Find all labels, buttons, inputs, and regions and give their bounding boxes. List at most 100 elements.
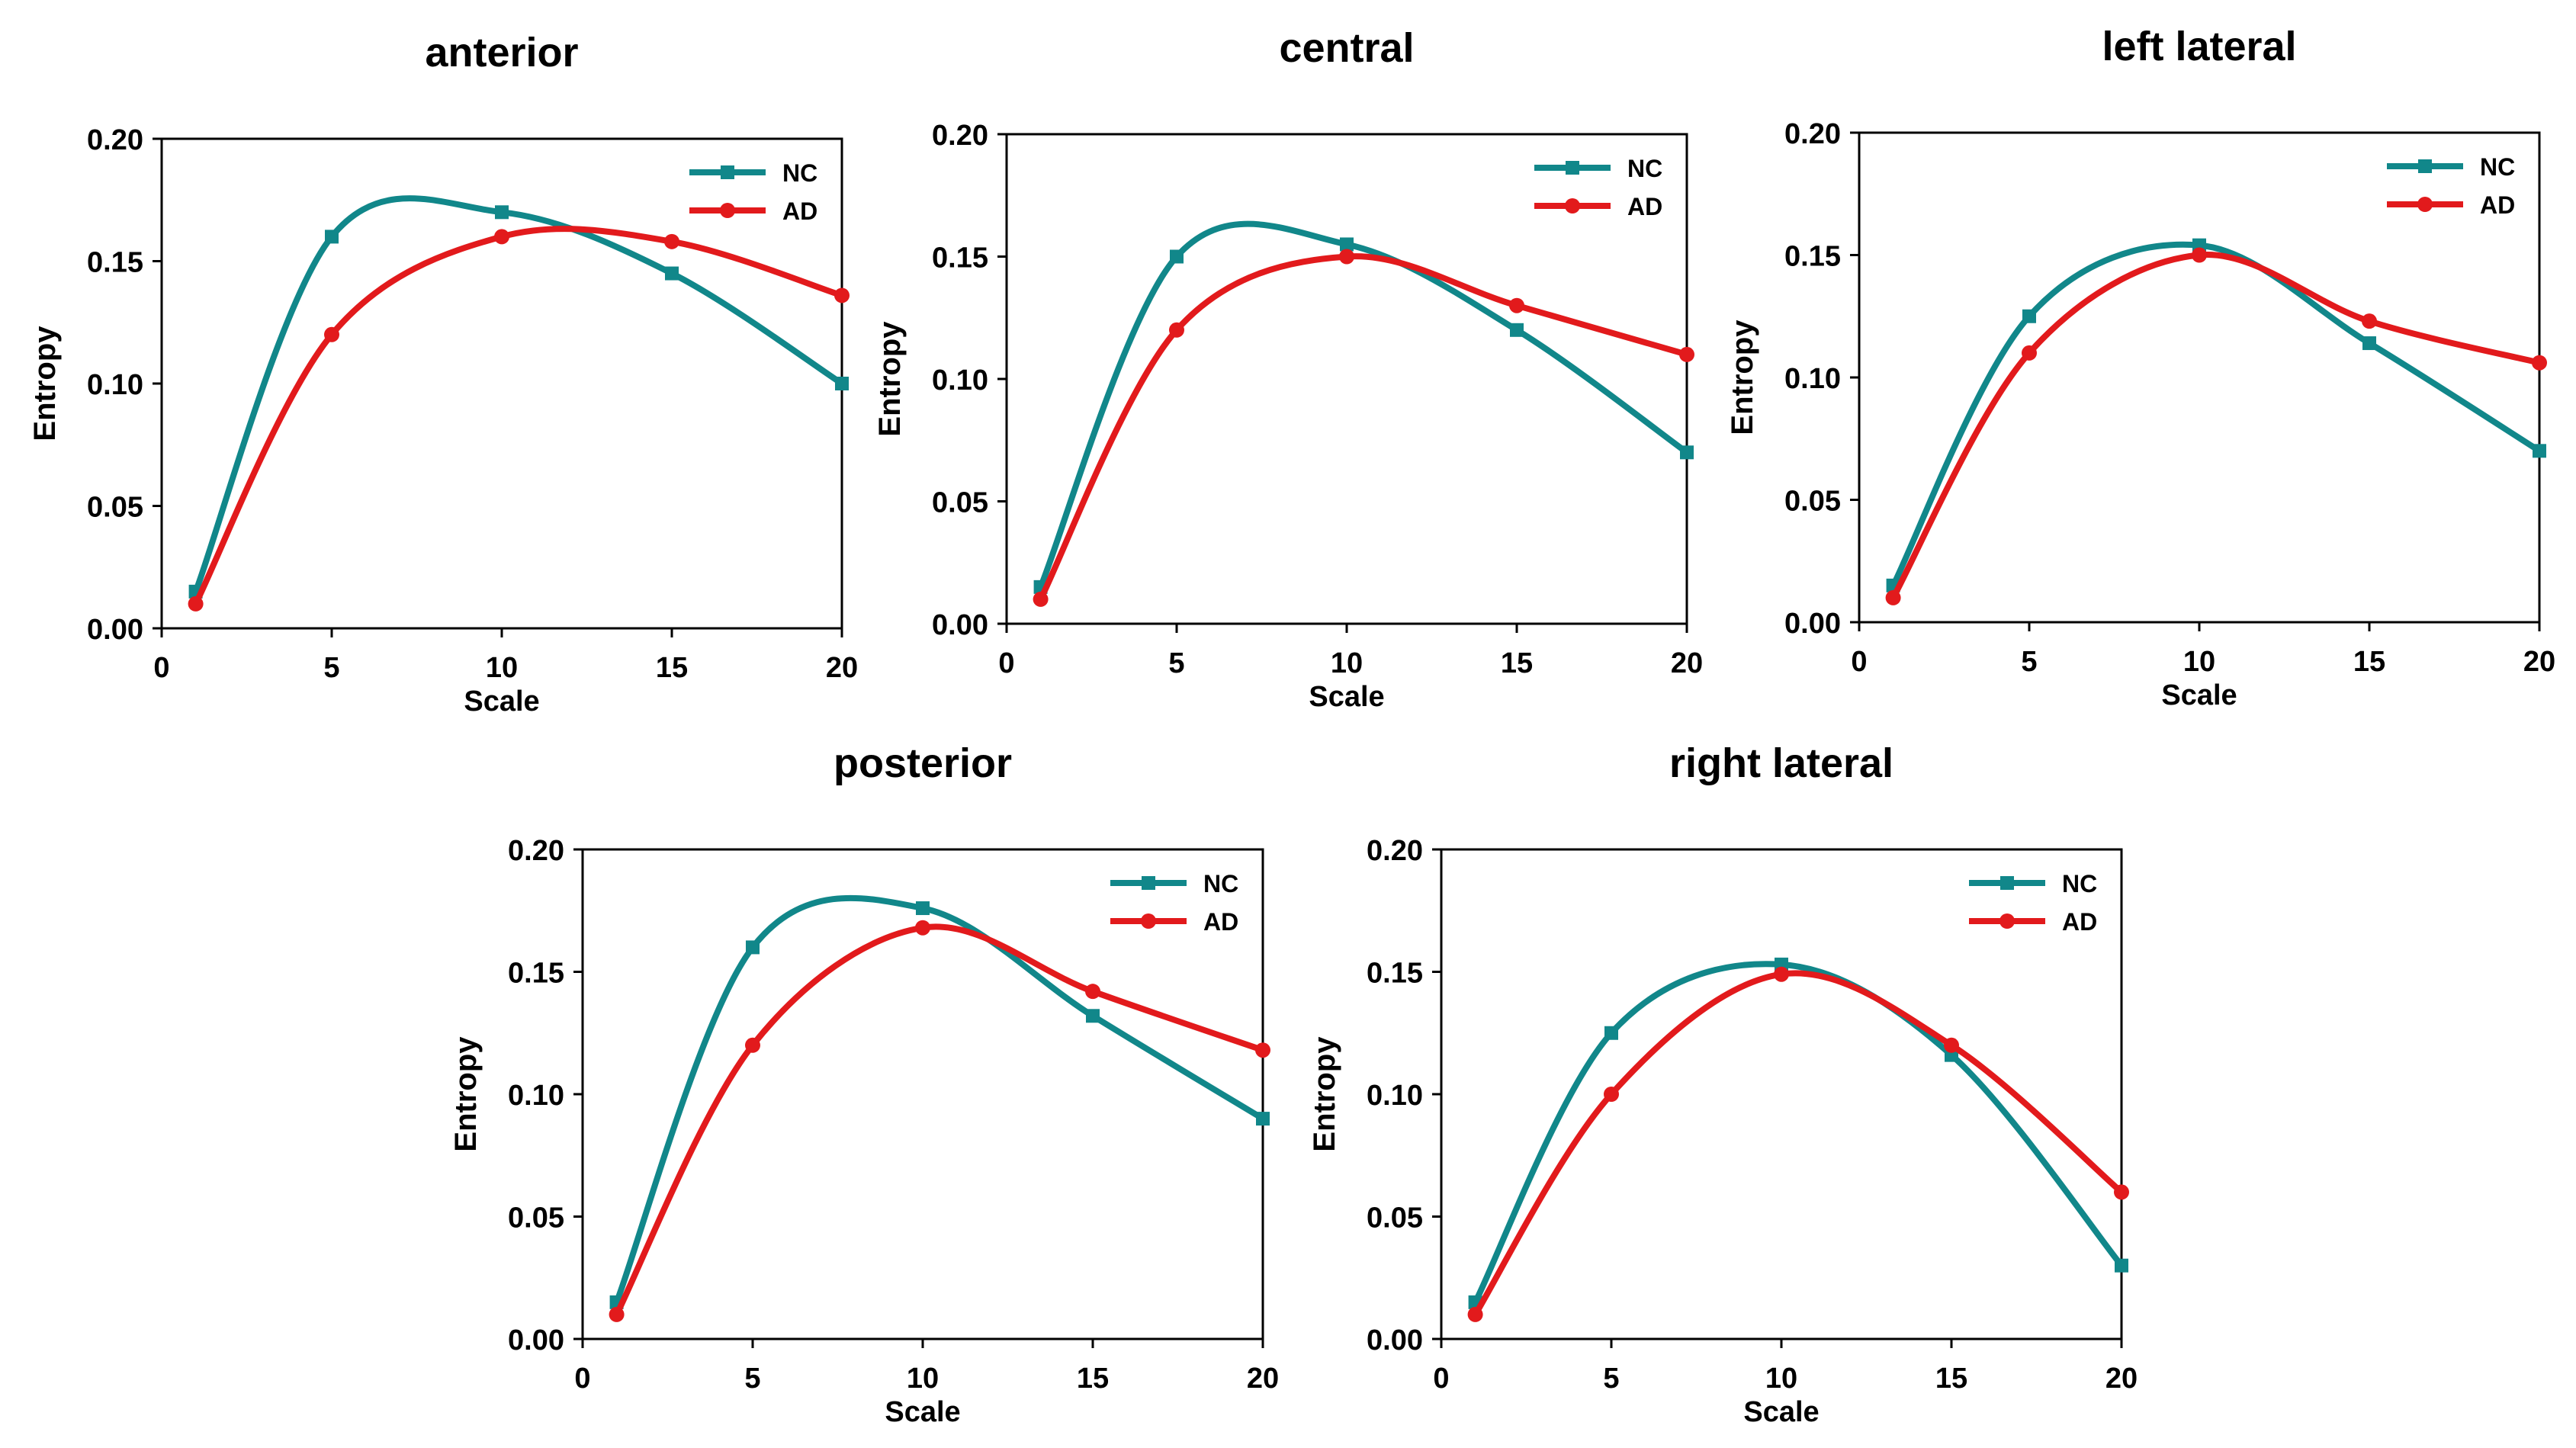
- data-point-AD: [1467, 1306, 1483, 1322]
- y-tick-label: 0.15: [1784, 241, 1841, 273]
- data-point-AD: [324, 326, 339, 342]
- x-tick-label: 5: [744, 1363, 760, 1395]
- series-line-AD: [1890, 252, 2542, 601]
- legend-label-AD: AD: [2062, 908, 2097, 936]
- data-point-AD: [1774, 966, 1789, 982]
- series-line-AD: [1472, 970, 2125, 1318]
- series-line-NC: [613, 894, 1266, 1305]
- data-point-NC: [835, 377, 849, 390]
- data-point-NC: [1604, 1026, 1618, 1040]
- chart-title: anterior: [425, 30, 578, 75]
- x-axis-label: Scale: [885, 1396, 960, 1428]
- data-point-NC: [1680, 445, 1694, 460]
- y-tick-label: 0.15: [87, 247, 143, 279]
- y-tick-label: 0.20: [1784, 118, 1841, 150]
- x-tick-label: 0: [574, 1363, 590, 1395]
- legend-label-NC: NC: [1203, 870, 1238, 897]
- y-axis-label: Entropy: [873, 321, 907, 437]
- x-tick-label: 15: [1501, 647, 1533, 679]
- y-tick-label: 0.10: [1367, 1080, 1423, 1112]
- data-point-AD: [1085, 984, 1100, 1000]
- data-point-AD: [1169, 322, 1184, 338]
- data-point-AD: [2022, 345, 2037, 361]
- data-point-AD: [494, 229, 509, 245]
- chart-panel-central: central 0.00 0.05 0.10 0.15 0.20 0 5 10 15 20 Scale…: [873, 25, 1703, 713]
- x-tick-label: 20: [1247, 1363, 1279, 1395]
- data-point-AD: [609, 1306, 625, 1322]
- y-axis-label: Entropy: [1308, 1036, 1341, 1152]
- y-tick-label: 0.10: [1784, 363, 1841, 395]
- y-tick-label: 0.05: [508, 1202, 564, 1234]
- x-tick-label: 5: [1603, 1363, 1619, 1395]
- data-point-NC: [2022, 309, 2036, 323]
- legend-marker-AD: [720, 203, 735, 218]
- y-tick-label: 0.15: [932, 242, 988, 275]
- x-tick-label: 15: [2353, 646, 2385, 678]
- chart-title: central: [1279, 25, 1414, 71]
- y-tick-label: 0.10: [87, 369, 143, 401]
- y-tick-label: 0.00: [932, 609, 988, 641]
- x-tick-label: 10: [1331, 647, 1363, 679]
- x-tick-label: 20: [2105, 1363, 2138, 1395]
- chart-title: left lateral: [2102, 24, 2296, 69]
- x-tick-label: 0: [153, 652, 169, 684]
- legend-marker-AD: [2417, 197, 2433, 212]
- legend-marker-NC: [1142, 876, 1155, 890]
- legend-label-NC: NC: [2062, 870, 2097, 897]
- y-tick-label: 0.00: [508, 1324, 564, 1356]
- data-point-AD: [1604, 1087, 1619, 1102]
- x-tick-label: 0: [1851, 646, 1867, 678]
- data-point-NC: [916, 901, 930, 916]
- data-point-AD: [834, 287, 850, 303]
- legend-marker-NC: [721, 165, 734, 179]
- legend-marker-NC: [2418, 159, 2432, 173]
- data-point-AD: [1944, 1037, 1959, 1053]
- x-axis-label: Scale: [1309, 681, 1384, 713]
- data-point-AD: [1033, 591, 1049, 607]
- y-tick-label: 0.00: [87, 614, 143, 646]
- y-tick-label: 0.10: [508, 1080, 564, 1112]
- data-point-NC: [1086, 1009, 1100, 1023]
- series-line-AD: [192, 226, 845, 607]
- series-line-NC: [1472, 961, 2125, 1305]
- legend-label-AD: AD: [1627, 193, 1662, 220]
- legend-marker-AD: [1999, 913, 2015, 929]
- x-tick-label: 10: [1765, 1363, 1797, 1395]
- y-tick-label: 0.05: [87, 492, 143, 524]
- y-tick-label: 0.20: [1367, 835, 1423, 867]
- y-tick-label: 0.20: [508, 835, 564, 867]
- x-tick-label: 10: [907, 1363, 939, 1395]
- legend-label-NC: NC: [2480, 153, 2515, 181]
- x-tick-label: 20: [826, 652, 858, 684]
- x-tick-label: 5: [1168, 647, 1184, 679]
- legend-label-AD: AD: [1203, 908, 1238, 936]
- y-tick-label: 0.10: [932, 364, 988, 397]
- data-point-NC: [1510, 323, 1524, 337]
- x-tick-label: 15: [1935, 1363, 1967, 1395]
- chart-panel-right-lateral: right lateral 0.00 0.05 0.10 0.15 0.20 0 5 10 15 2…: [1308, 740, 2138, 1428]
- data-point-AD: [2362, 313, 2377, 329]
- x-tick-label: 15: [1077, 1363, 1109, 1395]
- x-tick-label: 5: [2021, 646, 2037, 678]
- data-point-NC: [2533, 444, 2546, 458]
- legend-marker-NC: [2000, 876, 2014, 890]
- data-point-NC: [2115, 1258, 2128, 1273]
- data-point-NC: [665, 266, 679, 281]
- y-axis-label: Entropy: [1726, 319, 1759, 435]
- data-point-AD: [1509, 297, 1524, 313]
- chart-panel-posterior: posterior 0.00 0.05 0.10 0.15 0.20 0 5 10 15 20 Sca…: [449, 740, 1279, 1428]
- legend-label-AD: AD: [2480, 191, 2515, 219]
- x-tick-label: 5: [323, 652, 339, 684]
- x-axis-label: Scale: [464, 685, 539, 718]
- data-point-AD: [1885, 589, 1901, 605]
- series-line-NC: [192, 195, 845, 595]
- data-point-AD: [1339, 249, 1354, 265]
- x-axis-label: Scale: [1743, 1396, 1819, 1428]
- chart-title: posterior: [834, 740, 1012, 786]
- y-tick-label: 0.15: [1367, 958, 1423, 990]
- series-line-AD: [1037, 253, 1690, 602]
- series-line-NC: [1037, 220, 1690, 590]
- data-point-AD: [2532, 355, 2547, 371]
